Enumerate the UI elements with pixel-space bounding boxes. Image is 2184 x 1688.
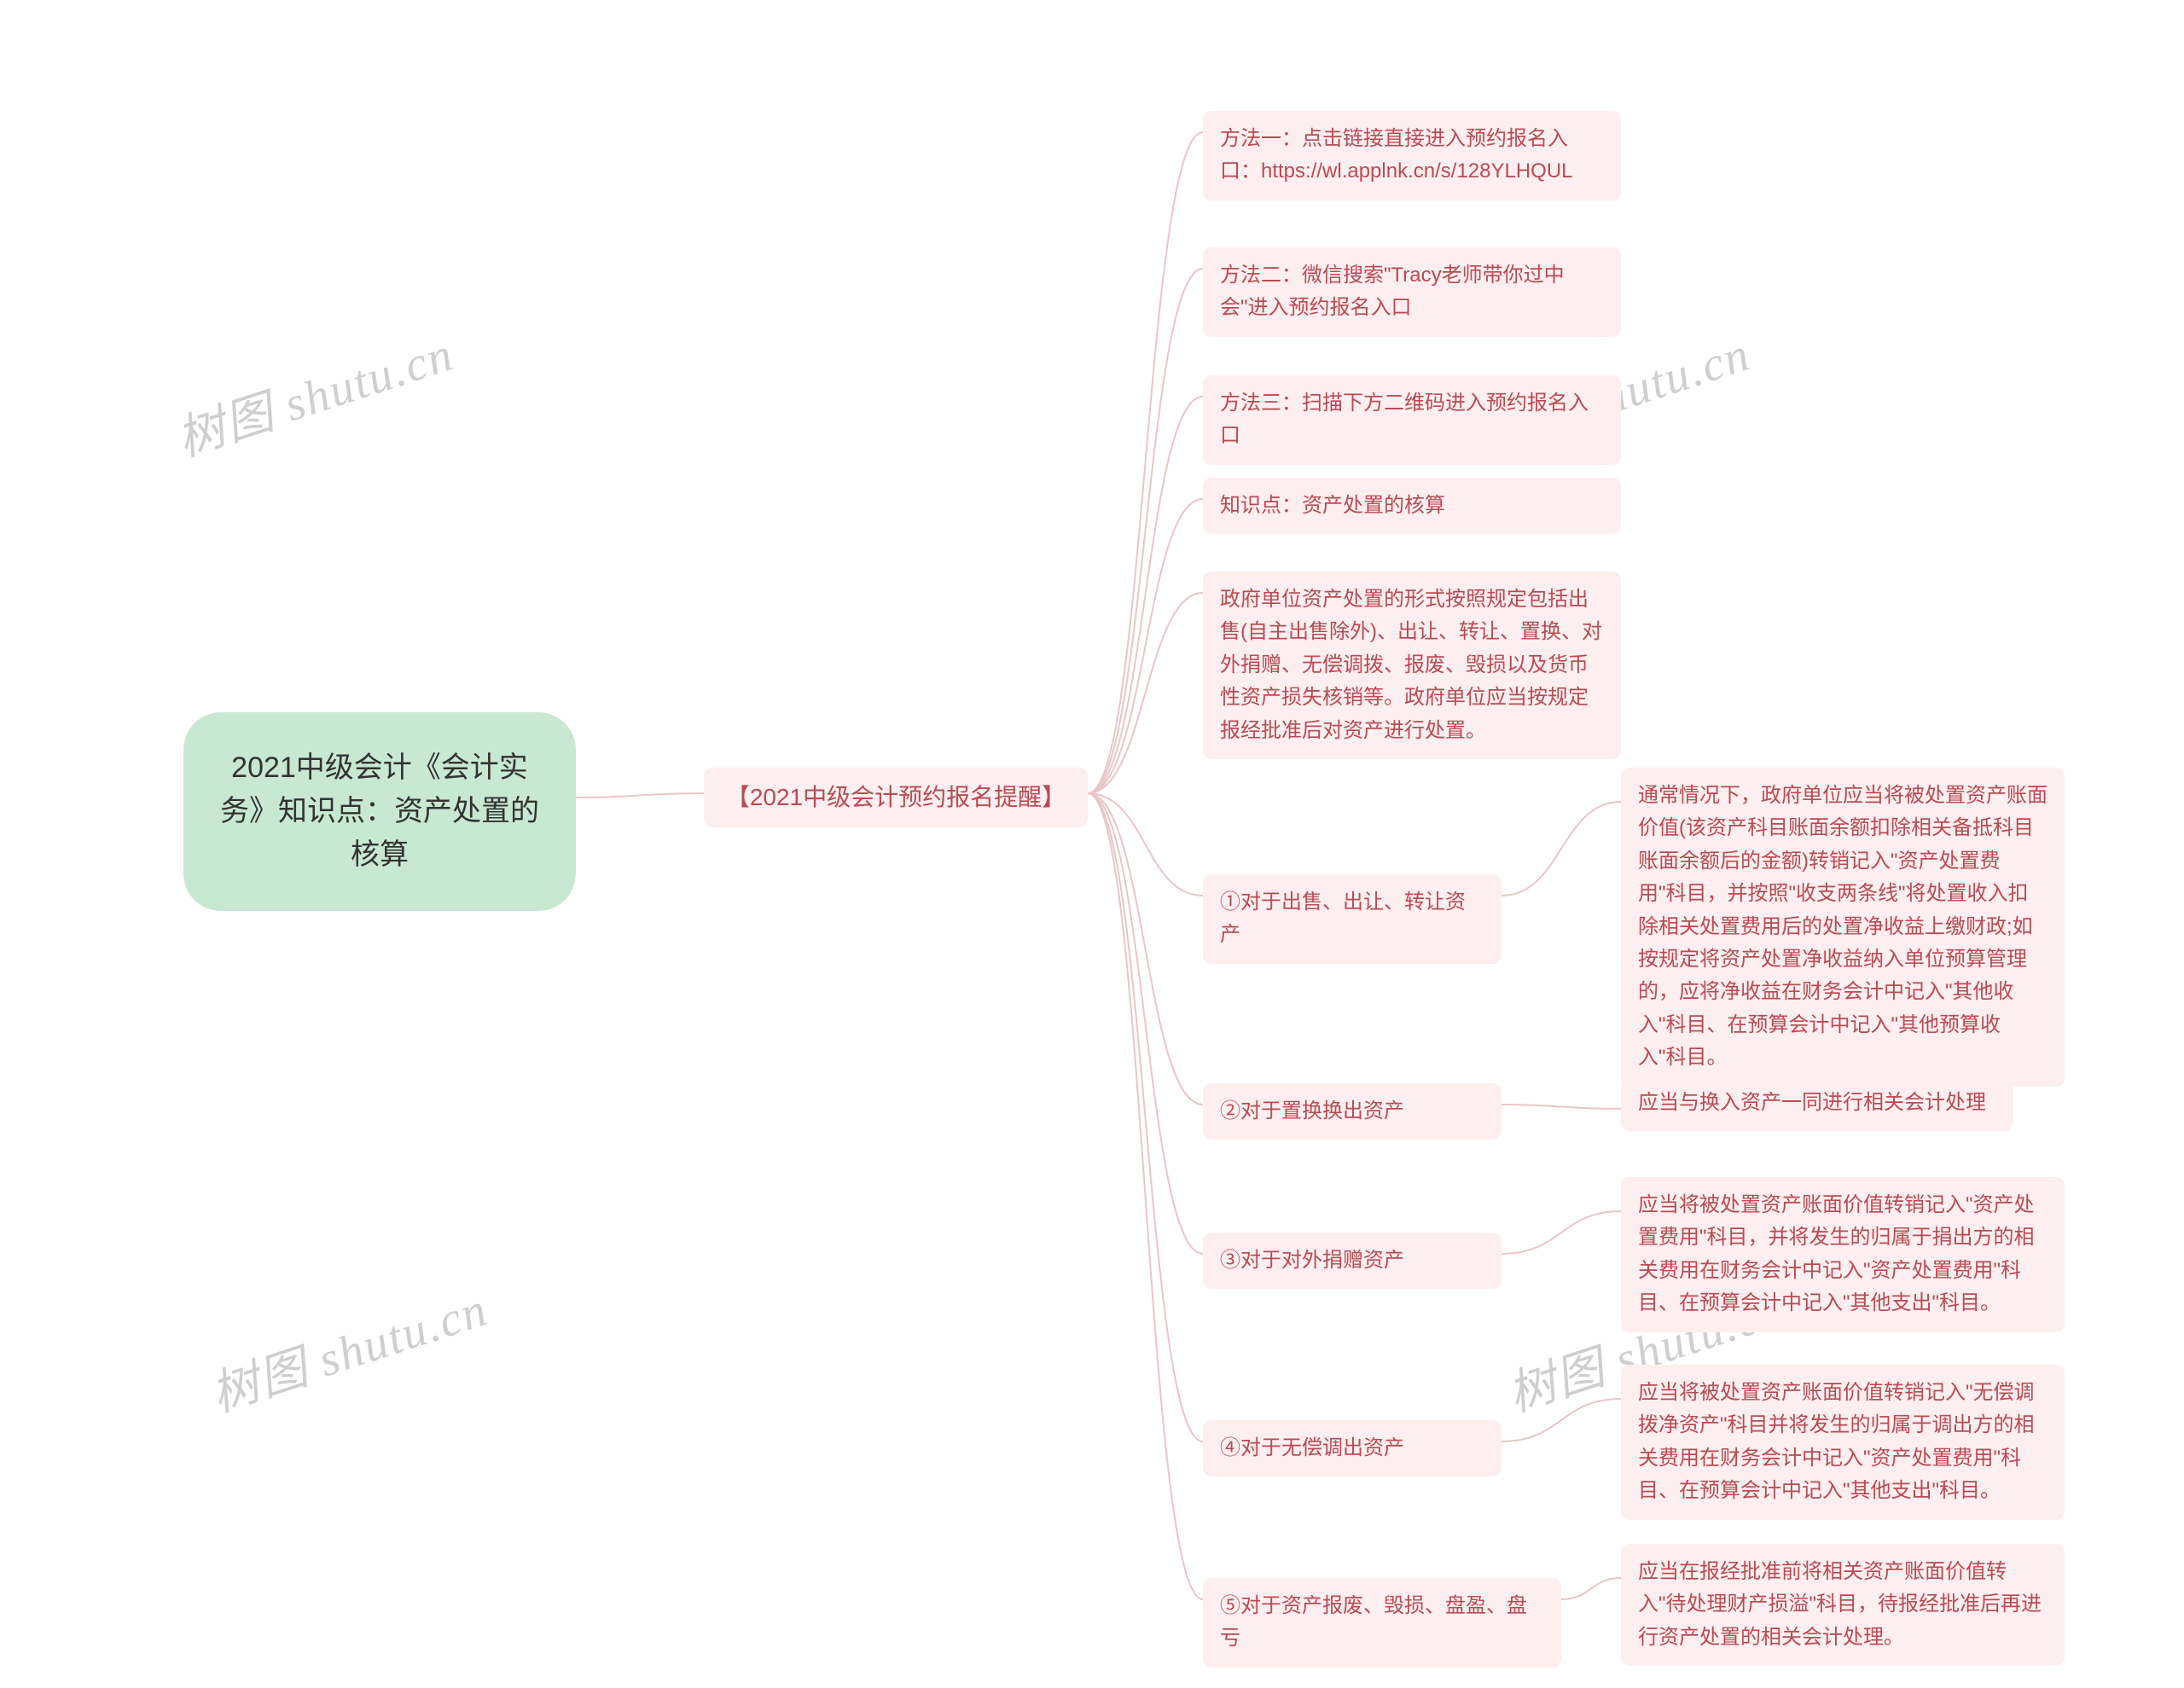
level2-node: 【2021中级会计预约报名提醒】 bbox=[704, 768, 1088, 827]
l3-method-1: 方法一：点击链接直接进入预约报名入口：https://wl.applnk.cn/… bbox=[1203, 111, 1621, 200]
l3-case-2: ②对于置换换出资产 bbox=[1203, 1083, 1502, 1140]
watermark: 树图 shutu.cn bbox=[167, 316, 462, 470]
l3-method-2: 方法二：微信搜索"Tracy老师带你过中会"进入预约报名入口 bbox=[1203, 247, 1621, 337]
l4-detail-4: 应当将被处置资产账面价值转销记入"无偿调拨净资产"科目并将发生的归属于调出方的相… bbox=[1621, 1365, 2065, 1520]
l3-case-1: ①对于出售、出让、转让资产 bbox=[1203, 874, 1502, 964]
l3-method-3: 方法三：扫描下方二维码进入预约报名入口 bbox=[1203, 375, 1621, 465]
l4-detail-3: 应当将被处置资产账面价值转销记入"资产处置费用"科目，并将发生的归属于捐出方的相… bbox=[1621, 1177, 2065, 1332]
l3-case-4: ④对于无偿调出资产 bbox=[1203, 1420, 1502, 1476]
l4-detail-2: 应当与换入资产一同进行相关会计处理 bbox=[1621, 1075, 2013, 1131]
watermark: 树图 shutu.cn bbox=[201, 1271, 496, 1425]
l4-detail-1: 通常情况下，政府单位应当将被处置资产账面价值(该资产科目账面余额扣除相关备抵科目… bbox=[1621, 768, 2065, 1087]
l3-knowledge-point: 知识点：资产处置的核算 bbox=[1203, 478, 1621, 534]
l4-detail-5: 应当在报经批准前将相关资产账面价值转入"待处理财产损溢"科目，待报经批准后再进行… bbox=[1621, 1544, 2065, 1666]
l3-case-5: ⑤对于资产报废、毁损、盘盈、盘亏 bbox=[1203, 1578, 1561, 1668]
root-node: 2021中级会计《会计实务》知识点：资产处置的核算 bbox=[183, 712, 576, 911]
l3-gov-disposal: 政府单位资产处置的形式按照规定包括出售(自主出售除外)、出让、转让、置换、对外捐… bbox=[1203, 571, 1621, 759]
l3-case-3: ③对于对外捐赠资产 bbox=[1203, 1233, 1502, 1289]
